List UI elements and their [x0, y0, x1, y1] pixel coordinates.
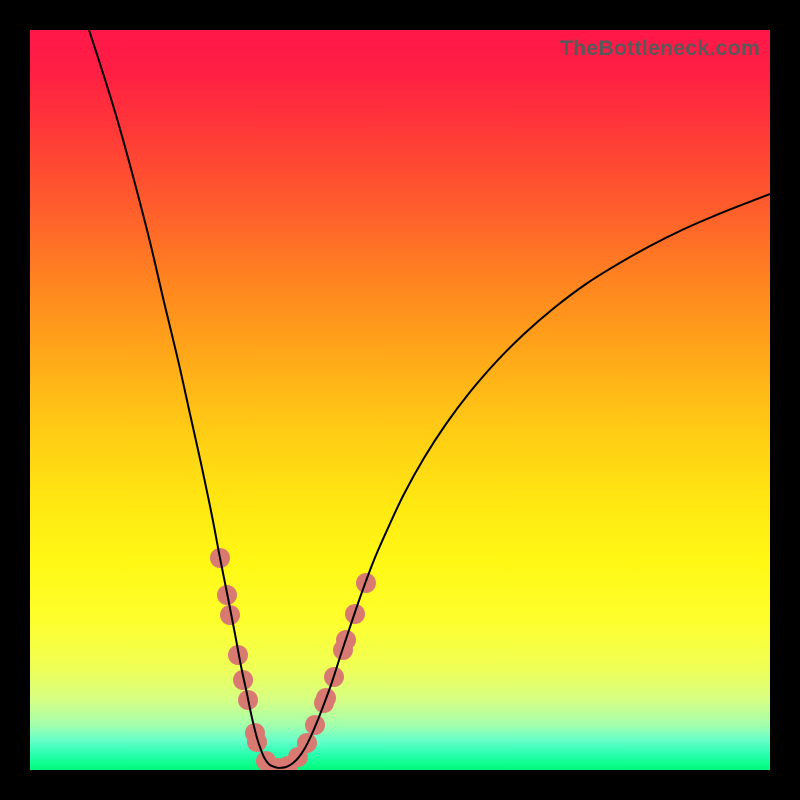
marker-group: [210, 548, 376, 770]
curve-right-branch: [278, 194, 770, 768]
bottleneck-curve-svg: [30, 30, 770, 770]
plot-area: TheBottleneck.com: [30, 30, 770, 770]
chart-frame: TheBottleneck.com: [0, 0, 800, 800]
curve-left-branch: [89, 30, 278, 768]
